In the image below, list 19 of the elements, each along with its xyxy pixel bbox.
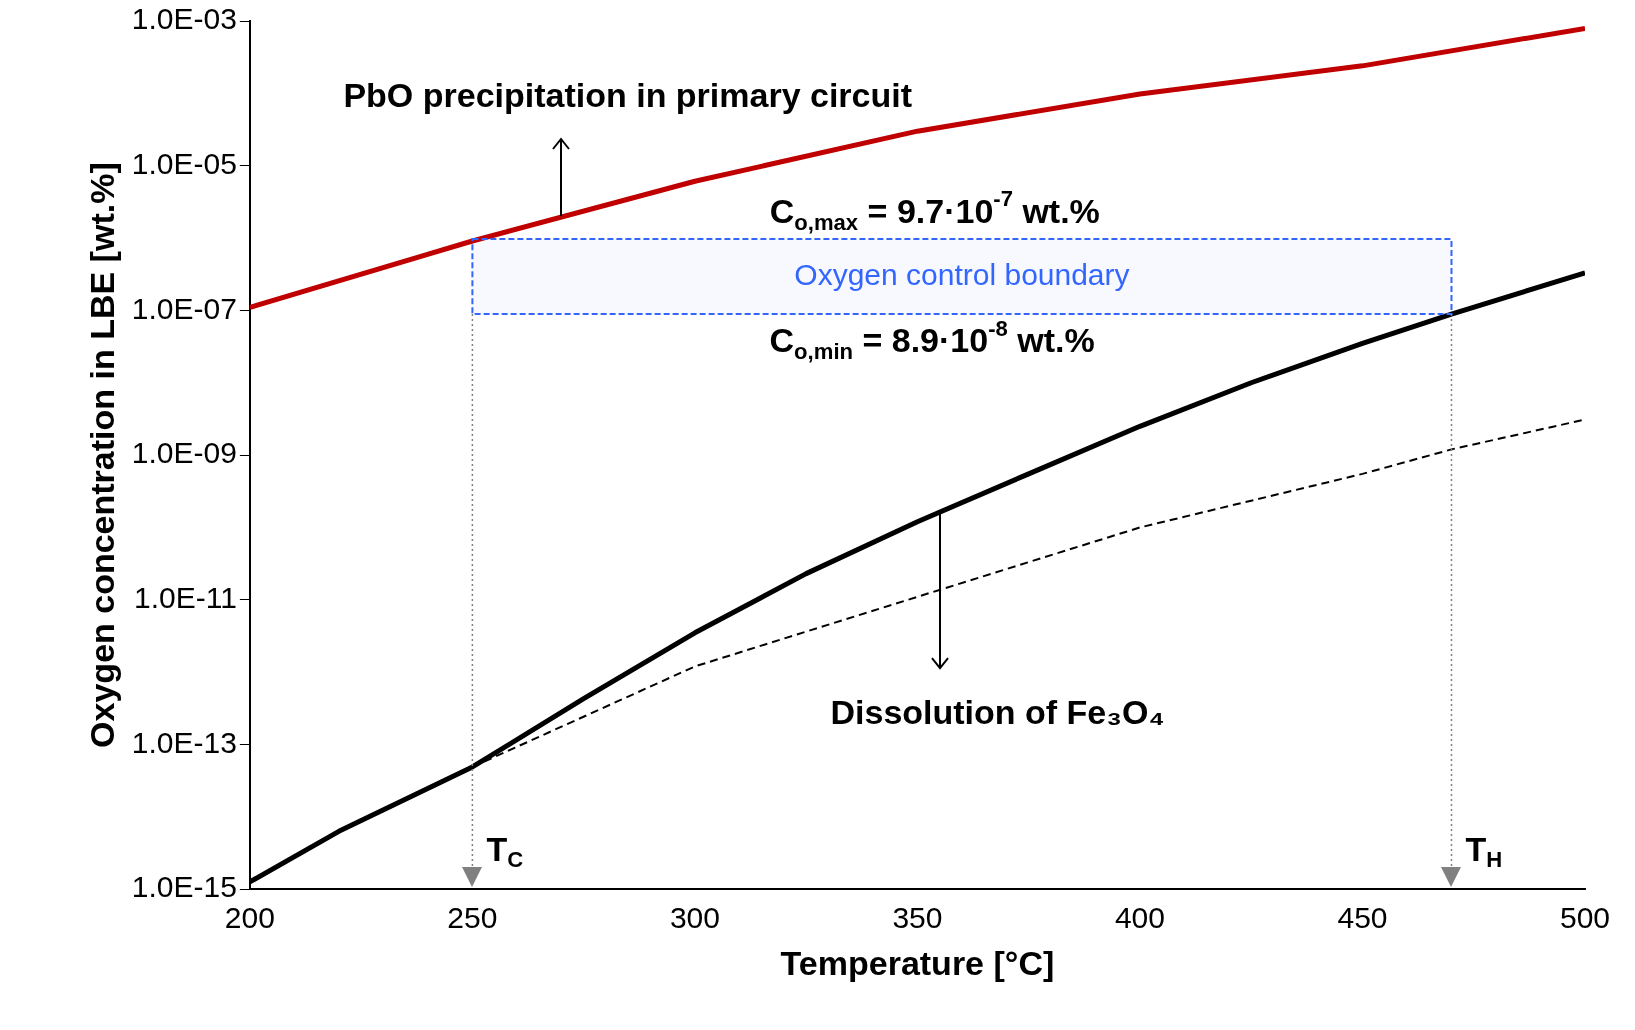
x-tick-label: 450 (1337, 901, 1388, 935)
y-tick-label: 1.0E-05 (131, 146, 237, 180)
x-tick-label: 250 (447, 901, 498, 935)
y-axis-title: Oxygen concentration in LBE [wt.%] (82, 162, 121, 748)
annotation: PbO precipitation in primary circuit (343, 75, 913, 114)
band-label: Oxygen control boundary (794, 257, 1130, 291)
x-tick-label: 400 (1114, 901, 1165, 935)
annotation: Dissolution of Fe₃O₄ (830, 693, 1165, 732)
x-tick-label: 350 (892, 901, 943, 935)
x-tick-label: 300 (669, 901, 720, 935)
y-tick-label: 1.0E-11 (134, 581, 237, 615)
y-tick-label: 1.0E-15 (131, 870, 237, 904)
x-axis-title: Temperature [°C] (780, 943, 1055, 982)
x-tick-label: 200 (224, 901, 275, 935)
y-tick-label: 1.0E-03 (131, 2, 237, 36)
y-tick-label: 1.0E-13 (131, 725, 237, 759)
x-tick-label: 500 (1559, 901, 1611, 935)
y-tick-label: 1.0E-09 (131, 436, 237, 470)
y-tick-label: 1.0E-07 (131, 291, 237, 325)
